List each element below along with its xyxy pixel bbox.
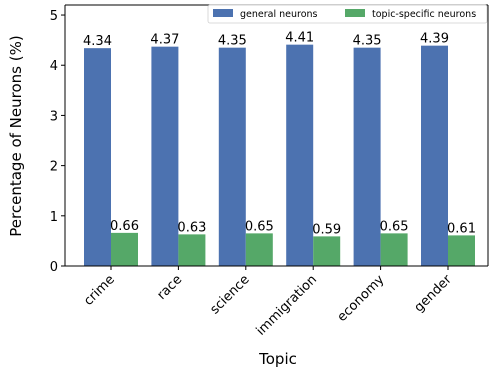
legend-label-general: general neurons [240,9,318,20]
bar-topicspecific-economy [380,233,408,266]
bar-general-economy [353,47,381,267]
x-tick-label-crime: crime [81,272,118,309]
y-tick-label-2: 2 [50,160,58,175]
y-tick-label-5: 5 [50,9,58,24]
bar-label-general-immigration: 4.41 [285,31,314,46]
legend-label-topic-specific: topic-specific neurons [372,9,476,20]
bar-label-general-science: 4.35 [218,34,247,49]
bar-label-topicspecific-science: 0.65 [245,219,274,234]
bar-label-general-gender: 4.39 [420,32,449,47]
bar-label-topicspecific-immigration: 0.59 [312,222,341,237]
bar-general-race [151,46,179,267]
y-tick-label-0: 0 [50,260,58,275]
legend-swatch-general [213,9,233,17]
bar-label-topicspecific-economy: 0.65 [380,219,409,234]
bar-label-general-economy: 4.35 [353,34,382,49]
x-tick-label-science: science [207,272,252,317]
bar-general-science [218,47,246,267]
bar-general-gender [421,45,448,267]
bar-label-general-race: 4.37 [150,33,179,48]
legend-swatch-topic-specific [345,9,365,17]
bar-topicspecific-race [178,234,206,266]
bar-label-topicspecific-race: 0.63 [177,220,206,235]
bar-topicspecific-crime [111,232,138,266]
bar-topicspecific-immigration [313,236,341,266]
bar-topicspecific-gender [448,235,475,266]
bar-general-immigration [286,44,314,267]
bar-value-labels: 4.34 0.66 4.37 0.63 4.35 0.65 4.41 0.59 4.35 0.65… [83,31,476,238]
x-tick-label-gender: gender [412,272,456,316]
y-tick-label-3: 3 [50,109,58,124]
x-tick-label-immigration: immigration [254,272,320,338]
y-axis-label: Percentage of Neurons (%) [7,35,25,236]
bar-label-topicspecific-gender: 0.61 [447,221,476,236]
y-tick-label-1: 1 [50,210,58,225]
bar-general-crime [84,48,111,266]
x-tick-label-race: race [154,272,185,303]
bar-topicspecific-science [245,233,273,266]
x-axis-label: Topic [258,350,297,368]
bars-layer [84,44,475,267]
bar-label-topicspecific-crime: 0.66 [110,219,139,234]
bar-label-general-crime: 4.34 [83,34,112,49]
y-tick-label-4: 4 [50,59,58,74]
legend: general neurons topic-specific neurons [207,4,488,24]
y-ticks: 0 1 2 3 4 5 [50,9,65,275]
x-tick-label-economy: economy [335,272,388,325]
x-ticks: crime race science immigration economy gender [81,266,455,339]
